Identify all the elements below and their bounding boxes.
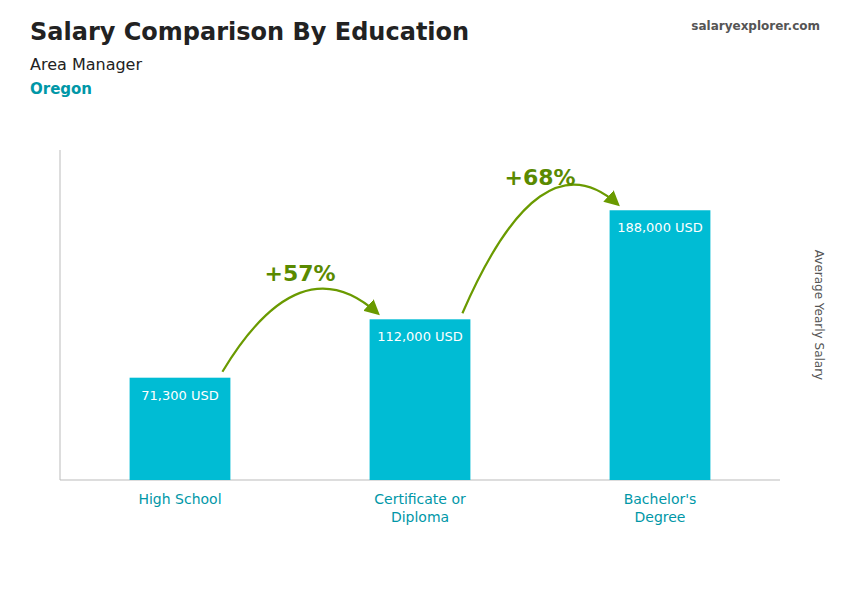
category-label: Certificate orDiploma	[374, 491, 466, 525]
source: salaryexplorer.com	[691, 19, 820, 33]
y-axis-line	[60, 150, 61, 480]
annotation: +68%	[504, 165, 575, 190]
location: Oregon	[30, 80, 92, 98]
category-label: High School	[138, 491, 221, 507]
arrow	[462, 185, 617, 314]
category-label: Bachelor'sDegree	[624, 491, 697, 525]
bar	[130, 378, 231, 480]
bar	[370, 319, 471, 480]
chart-container: Salary Comparison By Education Area Manag…	[0, 0, 850, 606]
annotation: +57%	[264, 261, 335, 286]
bars	[130, 210, 711, 480]
data-label: 71,300 USD	[141, 388, 218, 403]
arrow	[222, 289, 377, 372]
data-label: 188,000 USD	[617, 220, 703, 235]
title: Salary Comparison By Education	[30, 18, 469, 46]
chart-svg: Salary Comparison By Education Area Manag…	[0, 0, 850, 606]
subtitle: Area Manager	[30, 55, 142, 74]
bar	[610, 210, 711, 480]
y-axis-label: Average Yearly Salary	[812, 250, 826, 380]
data-label: 112,000 USD	[377, 329, 463, 344]
